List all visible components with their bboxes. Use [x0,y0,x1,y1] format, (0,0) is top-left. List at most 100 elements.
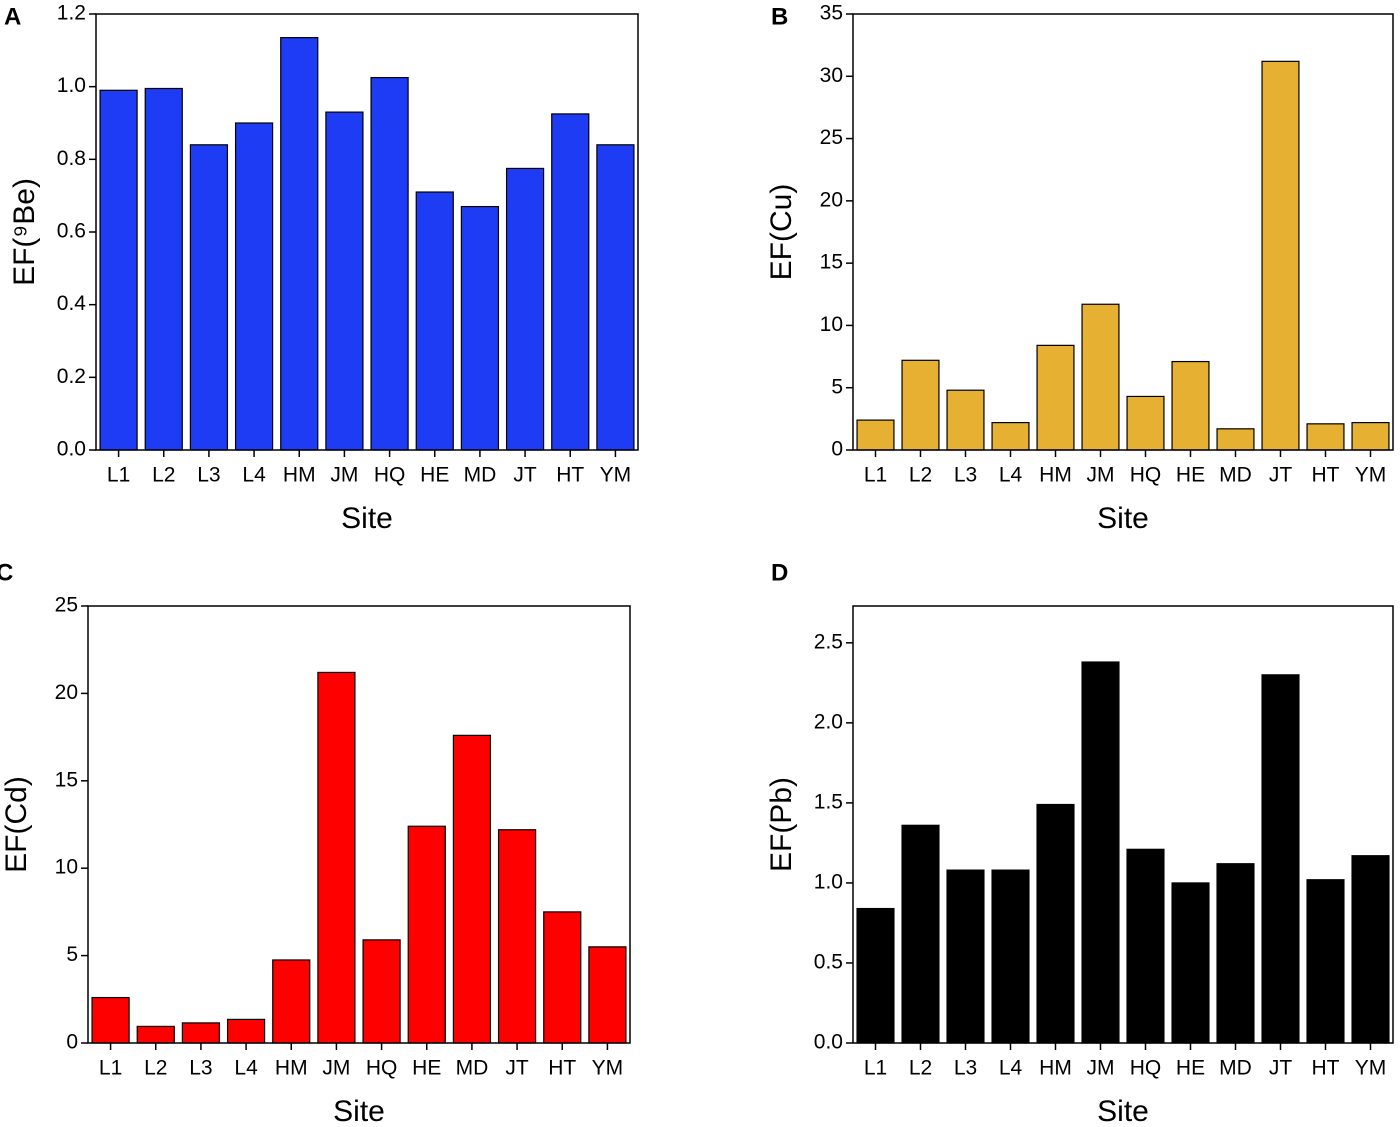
x-tick-label: YM [592,1057,624,1080]
x-tick-label: HE [1176,464,1205,487]
y-axis-label: EF(Pb) [765,777,798,872]
bar [272,959,311,1044]
bar [407,825,446,1044]
y-tick-label: 0 [831,438,843,461]
bar [226,1018,266,1044]
y-tick-label: 0.2 [57,365,86,388]
x-axis-label: Site [1097,1095,1149,1127]
bar [856,419,895,451]
y-tick-label: 1.0 [814,870,843,893]
y-tick-label: 5 [831,375,843,398]
x-tick-label: L2 [909,464,932,487]
y-axis-label: EF(⁹Be) [8,178,41,286]
x-tick-label: L2 [144,1057,167,1080]
x-tick-label: HT [548,1057,576,1080]
panel-letter: A [4,3,21,30]
bar [1036,803,1075,1044]
x-tick-label: HM [1039,464,1072,487]
x-tick-label: JT [505,1057,529,1080]
bar [543,911,582,1044]
x-tick-label: HT [556,464,584,487]
y-tick-label: 10 [55,856,78,879]
y-tick-label: 0 [66,1031,78,1054]
bar [181,1022,221,1044]
bar [596,144,635,451]
y-tick-label: 5 [66,943,78,966]
y-tick-label: 1.2 [57,2,86,25]
x-tick-label: HQ [366,1057,398,1080]
x-tick-label: L2 [909,1057,932,1080]
y-axis-label: EF(Cu) [765,184,798,281]
bar [946,389,985,451]
y-tick-label: 0.5 [814,951,843,974]
x-tick-label: JT [513,464,537,487]
panel-letter: B [771,3,788,30]
x-tick-label: HM [275,1057,308,1080]
bar [1171,882,1210,1044]
y-tick-label: 0.4 [57,292,87,315]
bar [551,113,590,451]
x-tick-label: HQ [1130,1057,1162,1080]
x-tick-label: L3 [189,1057,212,1080]
bar [1216,428,1255,451]
x-tick-label: L3 [954,464,977,487]
bar [1126,848,1165,1044]
x-tick-label: YM [1355,464,1387,487]
x-tick-label: YM [600,464,632,487]
x-tick-label: HQ [374,464,406,487]
panel-letter: D [771,559,788,586]
x-tick-label: JM [1087,1057,1115,1080]
x-tick-label: L4 [234,1057,258,1080]
bar [588,946,627,1044]
x-tick-label: HE [420,464,449,487]
y-tick-label: 1.0 [57,74,86,97]
y-tick-label: 20 [55,681,78,704]
bar [460,205,500,451]
x-tick-label: JM [1087,464,1115,487]
y-tick-label: 1.5 [814,790,843,813]
y-tick-label: 15 [820,251,843,274]
bar [505,167,545,451]
x-tick-label: L4 [999,464,1023,487]
bar [991,869,1030,1044]
bar [325,111,364,451]
x-tick-label: HM [1039,1057,1072,1080]
bar [1036,344,1075,451]
x-tick-label: L4 [999,1057,1023,1080]
x-tick-label: L1 [99,1057,122,1080]
x-tick-label: L1 [864,464,887,487]
y-tick-label: 2.0 [814,710,843,733]
x-axis-label: Site [1097,502,1149,535]
x-tick-label: HQ [1130,464,1162,487]
y-tick-label: 25 [820,126,843,149]
bar [1306,423,1345,451]
x-tick-label: JM [322,1057,350,1080]
x-tick-label: MD [1219,464,1252,487]
x-tick-label: MD [464,464,497,487]
x-tick-label: L4 [242,464,266,487]
x-tick-label: JT [1269,1057,1293,1080]
bar [452,734,492,1044]
x-axis-label: Site [341,502,393,535]
x-tick-label: MD [1219,1057,1252,1080]
y-tick-label: 0.6 [57,220,86,243]
bar [1126,395,1165,451]
y-tick-label: 0.0 [814,1031,843,1054]
bar [901,359,940,451]
y-tick-label: 10 [820,313,843,336]
plot-frame [852,13,1394,451]
x-tick-label: L3 [197,464,220,487]
y-tick-label: 20 [820,188,843,211]
x-tick-label: HE [1176,1057,1205,1080]
y-tick-label: 15 [55,768,78,791]
bar [415,191,454,451]
bar [1216,863,1255,1044]
bar [1081,661,1120,1044]
x-tick-label: MD [456,1057,489,1080]
plot-frame [87,605,631,1044]
bar [1351,855,1390,1044]
y-tick-label: 2.5 [814,630,843,653]
bar [317,671,356,1044]
x-tick-label: L2 [152,464,175,487]
